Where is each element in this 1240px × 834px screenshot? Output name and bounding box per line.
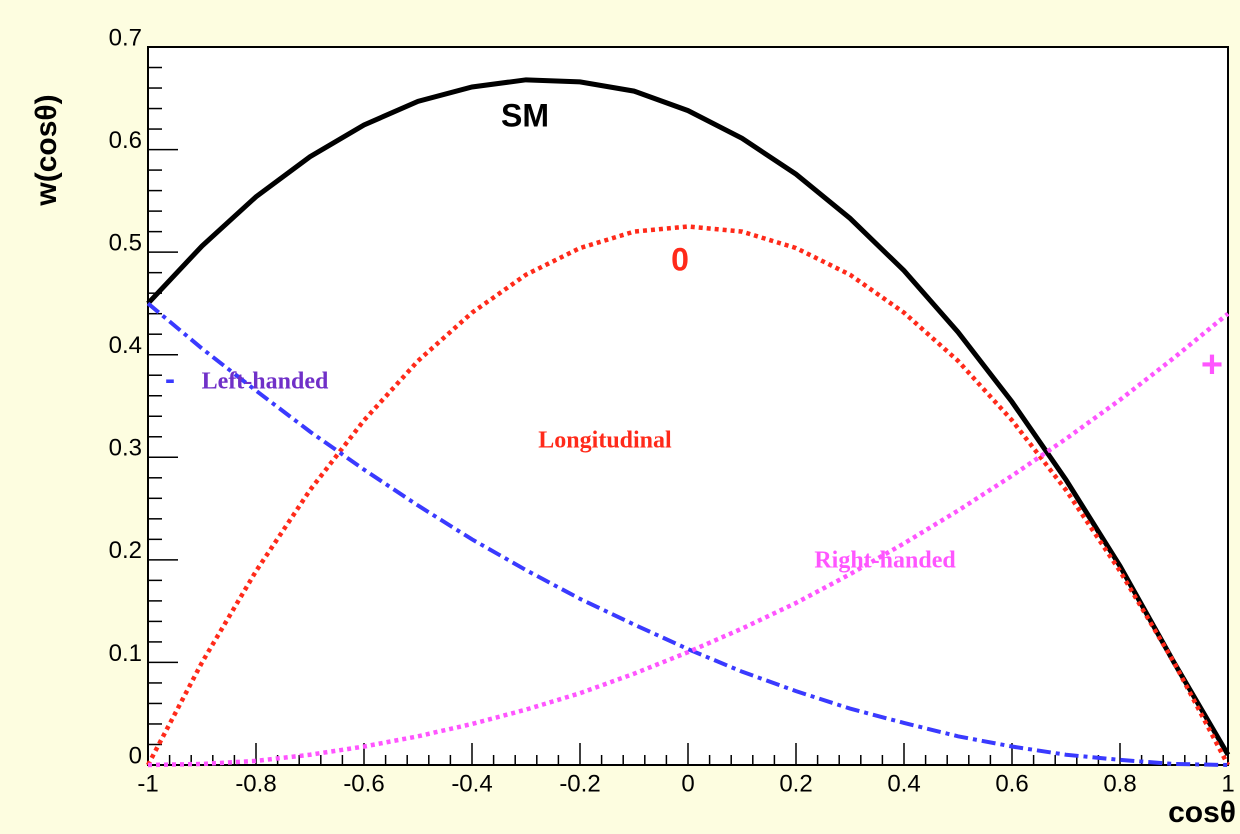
- x-tick-label: 0.8: [1103, 770, 1136, 797]
- y-axis-label: w(cosθ): [30, 94, 63, 206]
- series-label: Right-handed: [814, 548, 956, 574]
- x-axis-label: cosθ: [1168, 796, 1236, 829]
- x-tick-label: -1: [137, 770, 158, 797]
- annotation: +: [1201, 344, 1223, 386]
- y-tick-label: 0.7: [109, 24, 142, 51]
- y-tick-label: 0.2: [109, 537, 142, 564]
- series-line: [146, 77, 1231, 757]
- y-tick-label: 0.1: [109, 640, 142, 667]
- series-label: Longitudinal: [538, 428, 672, 454]
- y-tick-label: 0.6: [109, 127, 142, 154]
- x-tick-label: 0: [681, 770, 694, 797]
- series-line: [146, 301, 1229, 767]
- series-label: SM: [501, 97, 549, 133]
- annotation: 0: [671, 241, 689, 277]
- x-tick-label: 0.2: [779, 770, 812, 797]
- plot-area: [147, 46, 1229, 766]
- x-tick-label: 0.6: [995, 770, 1028, 797]
- y-tick-label: 0.5: [109, 229, 142, 256]
- x-tick-label: 0.4: [887, 770, 920, 797]
- x-tick-label: -0.8: [235, 770, 276, 797]
- y-tick-label: 0.4: [109, 332, 142, 359]
- x-tick-label: -0.6: [343, 770, 384, 797]
- y-tick-label: 0: [129, 742, 142, 769]
- annotation: -: [165, 363, 175, 396]
- x-tick-label: -0.4: [451, 770, 492, 797]
- x-tick-label: 1: [1221, 770, 1234, 797]
- series-label: Left-handed: [202, 369, 329, 395]
- y-tick-label: 0.3: [109, 435, 142, 462]
- series-line: [147, 311, 1230, 768]
- x-tick-label: -0.2: [559, 770, 600, 797]
